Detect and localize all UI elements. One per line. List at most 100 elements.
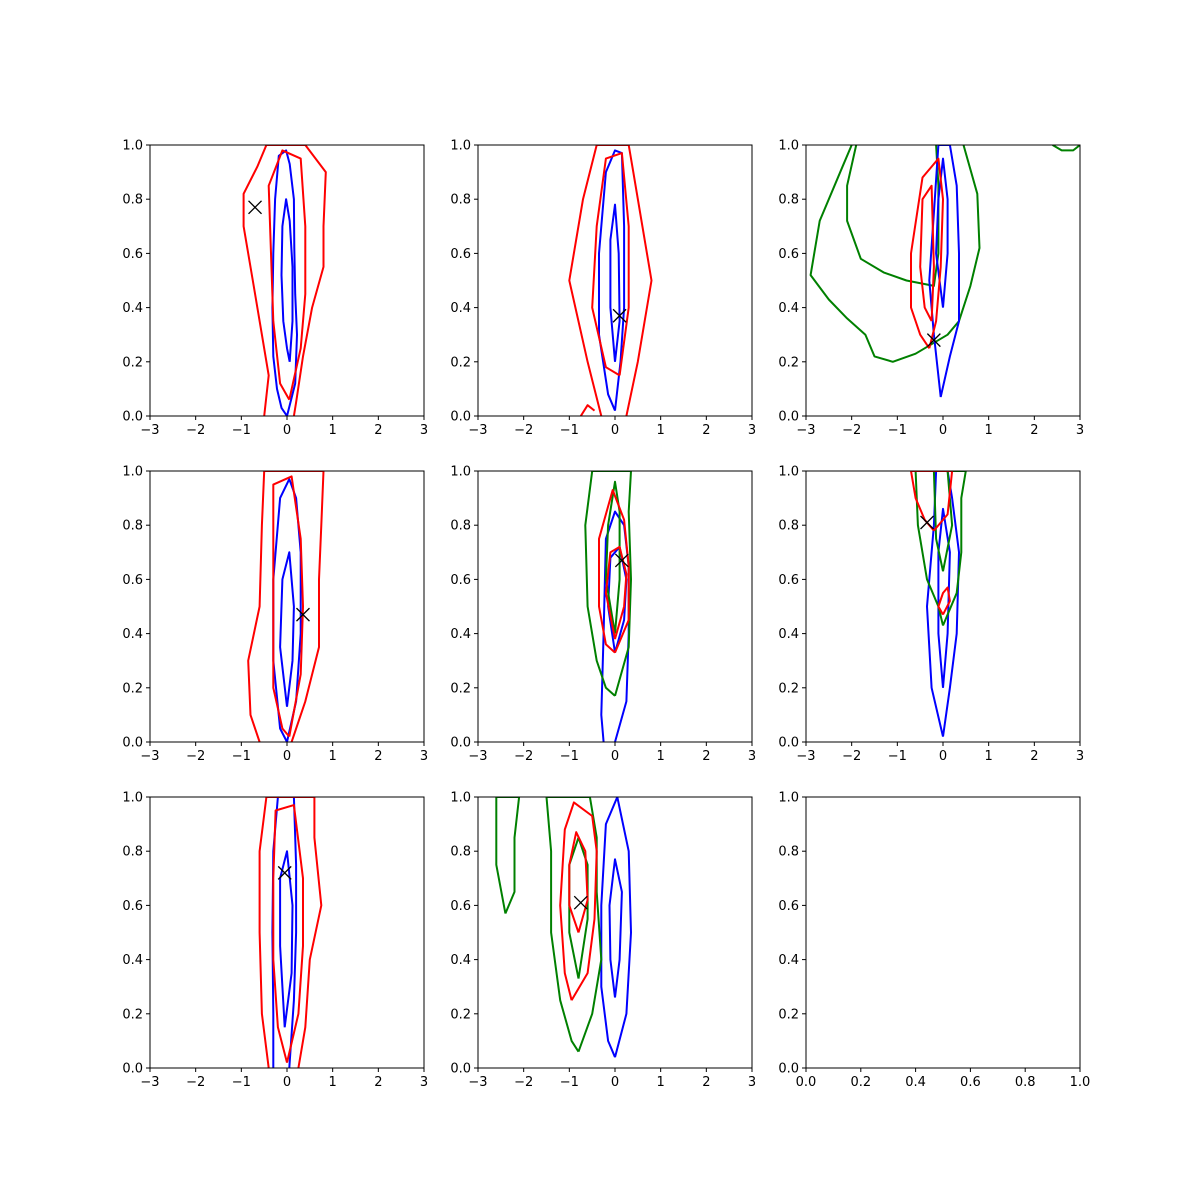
x-tick-label: 0 bbox=[611, 749, 619, 764]
x-tick-label: −2 bbox=[514, 1075, 533, 1090]
y-tick-label: 0.8 bbox=[778, 845, 799, 860]
contour-line-3 bbox=[914, 471, 967, 626]
y-tick-label: 0.4 bbox=[450, 953, 471, 968]
y-tick-label: 0.2 bbox=[122, 1007, 143, 1022]
x-marker bbox=[573, 895, 588, 910]
x-tick-label: 1 bbox=[657, 1075, 665, 1090]
y-tick-label: 0.2 bbox=[122, 681, 143, 696]
x-tick-label: 0.0 bbox=[796, 1075, 817, 1090]
subplot-1: −3 −2 −1 0 1 2 3 0.0 0.2 0.4 0.6 0.8 1.0 bbox=[122, 139, 428, 439]
y-tick-label: 0.6 bbox=[450, 899, 471, 914]
x-tick-label: 1 bbox=[657, 749, 665, 764]
y-tick-label: 1.0 bbox=[450, 465, 471, 480]
y-tick-label: 1.0 bbox=[122, 139, 143, 154]
y-tick-label: 1.0 bbox=[450, 139, 471, 154]
y-tick-label: 1.0 bbox=[122, 791, 143, 806]
plot-area bbox=[809, 145, 1080, 398]
subplot-2: −3 −2 −1 0 1 2 3 0.0 0.2 0.4 0.6 0.8 1.0 bbox=[450, 139, 756, 439]
x-tick-label: 1 bbox=[329, 423, 337, 438]
contour-line-7 bbox=[919, 184, 935, 322]
x-tick-label: 2 bbox=[374, 749, 382, 764]
axes-frame bbox=[477, 144, 753, 417]
x-tick-label: 3 bbox=[420, 1075, 428, 1090]
x-tick-label: −1 bbox=[888, 423, 907, 438]
y-tick-label: 0.8 bbox=[450, 845, 471, 860]
y-tick-label: 0.0 bbox=[122, 736, 143, 751]
x-tick-label: 2 bbox=[1030, 749, 1038, 764]
contour-line-3 bbox=[1052, 145, 1080, 152]
x-tick-label: −3 bbox=[796, 749, 815, 764]
contour-line-2 bbox=[809, 145, 981, 363]
plot-area bbox=[247, 471, 325, 742]
y-tick-label: 0.8 bbox=[122, 519, 143, 534]
contour-line-6 bbox=[604, 545, 628, 640]
contour-line-6 bbox=[937, 586, 951, 616]
x-tick-label: 3 bbox=[1076, 749, 1084, 764]
y-tick-label: 0.6 bbox=[122, 899, 143, 914]
x-tick-label: −1 bbox=[560, 749, 579, 764]
y-tick-label: 1.0 bbox=[778, 791, 799, 806]
x-tick-label: 0 bbox=[611, 1075, 619, 1090]
contour-line-1 bbox=[271, 149, 298, 416]
contour-line-7 bbox=[568, 831, 589, 933]
x-tick-label: 0 bbox=[939, 749, 947, 764]
x-marker bbox=[248, 200, 262, 215]
y-tick-label: 0.8 bbox=[450, 519, 471, 534]
contour-line-1 bbox=[271, 797, 298, 1068]
plot-area bbox=[242, 145, 327, 416]
x-tick-label: 3 bbox=[420, 749, 428, 764]
x-tick-label: −3 bbox=[468, 749, 487, 764]
contour-line-4 bbox=[928, 145, 960, 398]
x-tick-label: 0.8 bbox=[1015, 1075, 1036, 1090]
y-tick-label: 0.0 bbox=[122, 1062, 143, 1077]
subplot-7: −3 −2 −1 0 1 2 3 0.0 0.2 0.4 0.6 0.8 1.0 bbox=[122, 791, 428, 1091]
y-tick-label: 0.6 bbox=[778, 247, 799, 262]
contour-line-5 bbox=[495, 797, 521, 914]
x-tick-label: 0.6 bbox=[960, 1075, 981, 1090]
y-tick-label: 1.0 bbox=[778, 465, 799, 480]
y-tick-label: 0.6 bbox=[122, 573, 143, 588]
subplot-5: −3 −2 −1 0 1 2 3 0.0 0.2 0.4 0.6 0.8 1.0 bbox=[450, 465, 756, 765]
contour-line-2 bbox=[609, 203, 621, 362]
contour-line-2 bbox=[279, 850, 294, 1028]
x-tick-label: 3 bbox=[1076, 423, 1084, 438]
y-tick-label: 0.4 bbox=[450, 301, 471, 316]
x-tick-label: 0.2 bbox=[850, 1075, 871, 1090]
x-tick-label: 2 bbox=[374, 423, 382, 438]
x-tick-label: −3 bbox=[140, 423, 159, 438]
x-tick-label: 3 bbox=[748, 1075, 756, 1090]
y-tick-label: 0.6 bbox=[778, 573, 799, 588]
x-tick-label: −1 bbox=[232, 749, 251, 764]
x-tick-label: −3 bbox=[796, 423, 815, 438]
contour-line-3 bbox=[545, 797, 603, 1053]
x-tick-label: 2 bbox=[374, 1075, 382, 1090]
y-tick-label: 0.0 bbox=[450, 736, 471, 751]
y-tick-label: 0.6 bbox=[778, 899, 799, 914]
x-tick-label: 0 bbox=[283, 1075, 291, 1090]
x-tick-label: −2 bbox=[842, 423, 861, 438]
x-marker bbox=[277, 865, 292, 880]
y-tick-label: 0.6 bbox=[122, 247, 143, 262]
contour-line-5 bbox=[598, 489, 630, 654]
y-tick-label: 0.4 bbox=[778, 301, 799, 316]
contour-line-4 bbox=[272, 804, 304, 1063]
plot-area bbox=[258, 797, 323, 1068]
contour-line-6 bbox=[559, 801, 598, 1001]
y-tick-label: 0.0 bbox=[450, 1062, 471, 1077]
plot-area bbox=[584, 471, 632, 742]
subplot-3: −3 −2 −1 0 1 2 3 0.0 0.2 0.4 0.6 0.8 1.0 bbox=[778, 139, 1084, 439]
x-tick-label: −1 bbox=[888, 749, 907, 764]
plot-area bbox=[495, 797, 632, 1058]
y-tick-label: 0.8 bbox=[122, 845, 143, 860]
contour-line-2 bbox=[279, 551, 295, 707]
x-tick-label: 3 bbox=[748, 423, 756, 438]
contour-line-2 bbox=[937, 507, 951, 688]
contour-line-2 bbox=[608, 858, 623, 998]
x-tick-label: −2 bbox=[514, 423, 533, 438]
y-tick-label: 0.6 bbox=[450, 573, 471, 588]
contour-line-3 bbox=[258, 797, 323, 1068]
y-tick-label: 1.0 bbox=[450, 791, 471, 806]
x-marker bbox=[614, 553, 629, 568]
x-tick-label: 1 bbox=[985, 423, 993, 438]
